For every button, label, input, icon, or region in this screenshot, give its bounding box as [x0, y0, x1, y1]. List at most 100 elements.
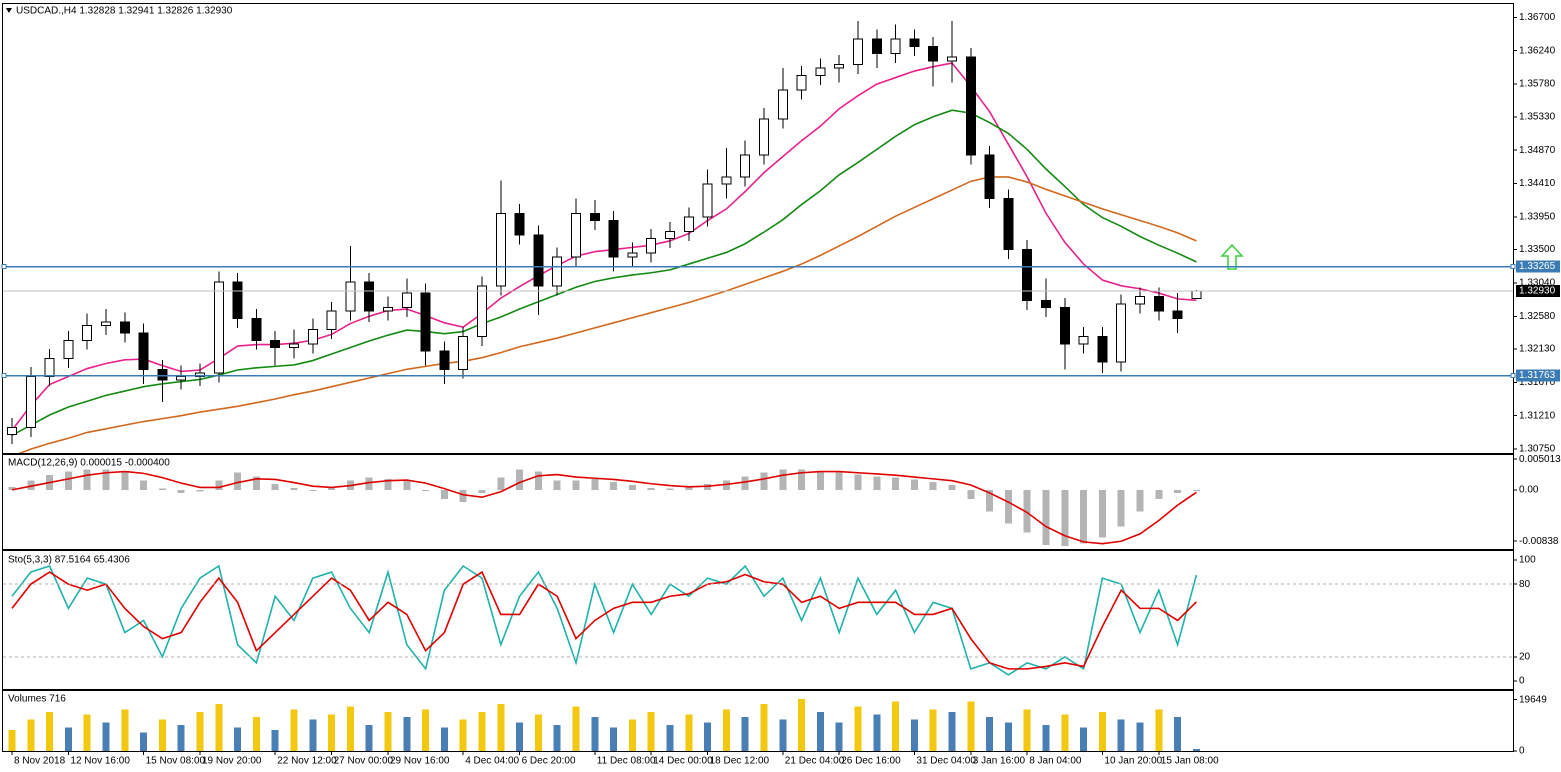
- x-tick-label: 26 Dec 16:00: [841, 756, 901, 767]
- volume-bar: [666, 724, 674, 751]
- main-panel: [2, 3, 1514, 454]
- macd-bar: [516, 469, 524, 490]
- volume-bar: [647, 711, 655, 751]
- volume-bar: [290, 709, 298, 751]
- macd-panel: [2, 454, 1514, 550]
- macd-bar: [1098, 489, 1106, 538]
- candle-body: [608, 220, 619, 258]
- volume-bar: [798, 698, 806, 751]
- bid-label: 1.32930: [1519, 286, 1556, 297]
- macd-bar: [459, 489, 467, 503]
- x-tick-label: 19 Nov 20:00: [202, 756, 262, 767]
- volume-bar: [1192, 749, 1200, 751]
- candle-body: [345, 281, 356, 312]
- macd-bar: [553, 480, 561, 490]
- candle-body: [627, 252, 638, 258]
- macd-bar: [628, 484, 636, 490]
- candle-body: [1022, 249, 1033, 301]
- macd-bar: [1136, 489, 1144, 512]
- y-tick-label: -0.00838: [1519, 536, 1559, 547]
- macd-bar: [8, 486, 16, 490]
- volume-bar: [252, 717, 260, 751]
- volume-bar: [1155, 709, 1163, 751]
- volume-bar: [309, 719, 317, 751]
- macd-bar: [140, 480, 148, 490]
- candle-body: [157, 368, 168, 381]
- candle-body: [759, 118, 769, 156]
- macd-bar: [271, 483, 279, 490]
- x-tick-label: 21 Dec 04:00: [785, 756, 845, 767]
- macd-bar: [572, 480, 580, 490]
- price-label-box: [1516, 369, 1560, 382]
- macd-bar: [309, 489, 317, 491]
- volume-bar: [685, 714, 693, 751]
- volume-bar: [948, 711, 956, 751]
- volume-bar: [459, 719, 467, 751]
- macd-bar: [1004, 489, 1012, 524]
- chart-header: USDCAD.,H4 1.32828 1.32941 1.32826 1.329…: [16, 6, 233, 17]
- volume-bar: [986, 717, 994, 751]
- macd-bar: [403, 480, 411, 490]
- volume-bar: [497, 704, 505, 751]
- indicator-line: [11, 564, 1198, 676]
- candle-body: [909, 38, 920, 47]
- candle-body: [307, 328, 318, 345]
- y-tick-label: 1.36700: [1519, 12, 1556, 23]
- candle-body: [44, 357, 55, 378]
- x-tick-label: 12 Nov 16:00: [70, 756, 130, 767]
- volume-bar: [140, 732, 148, 751]
- symbol-menu-arrow[interactable]: [6, 8, 12, 13]
- volume-bar: [854, 706, 862, 751]
- y-tick-label: 1.31670: [1519, 377, 1556, 388]
- candle-body: [552, 256, 563, 287]
- macd-bar: [422, 489, 430, 491]
- stochastic-title: Sto(5,3,3) 87.5164 65.4306: [8, 555, 130, 566]
- candle-body: [965, 56, 976, 156]
- line-handle: [1, 373, 7, 379]
- y-tick-label: 100: [1519, 555, 1536, 566]
- candle-body: [665, 230, 675, 240]
- candle-body: [740, 154, 751, 178]
- macd-bar: [27, 480, 35, 490]
- candle-body: [495, 212, 506, 287]
- volume-panel: [2, 690, 1514, 752]
- y-tick-label: 1.32130: [1519, 344, 1556, 355]
- macd-bar: [158, 488, 166, 490]
- panel-plot: [7, 20, 1202, 453]
- bid-label-box: [1516, 284, 1560, 297]
- volume-bar: [83, 714, 91, 751]
- x-tick-label: 6 Dec 20:00: [522, 756, 576, 767]
- y-tick-label: 1.31210: [1519, 410, 1556, 421]
- macd-bar: [854, 474, 862, 490]
- volume-bar: [516, 722, 524, 751]
- candle-body: [571, 212, 581, 258]
- volume-bar: [102, 722, 110, 751]
- volume-bar: [873, 714, 881, 751]
- macd-bar: [1192, 489, 1200, 491]
- candle-body: [176, 376, 187, 381]
- macd-bar: [816, 471, 824, 490]
- candle-body: [420, 292, 431, 352]
- x-tick-label: 14 Dec 00:00: [653, 756, 713, 767]
- macd-bar: [798, 469, 806, 490]
- macd-bar: [1061, 489, 1069, 547]
- candle-body: [82, 325, 93, 341]
- macd-bar: [328, 486, 336, 490]
- y-tick-label: 1.33950: [1519, 212, 1556, 223]
- volume-bar: [628, 719, 636, 751]
- candle-body: [514, 212, 525, 236]
- macd-bar: [252, 476, 260, 490]
- candle-body: [947, 56, 957, 62]
- x-tick-label: 22 Nov 12:00: [277, 756, 337, 767]
- volume-bar: [215, 704, 223, 751]
- candle-body: [289, 343, 299, 349]
- volume-bar: [234, 727, 242, 751]
- macd-bar: [685, 486, 693, 490]
- candle-body: [796, 74, 807, 91]
- candle-body: [401, 292, 412, 309]
- candle-body: [589, 212, 600, 222]
- candle-body: [232, 281, 243, 319]
- line-handle: [1510, 373, 1516, 379]
